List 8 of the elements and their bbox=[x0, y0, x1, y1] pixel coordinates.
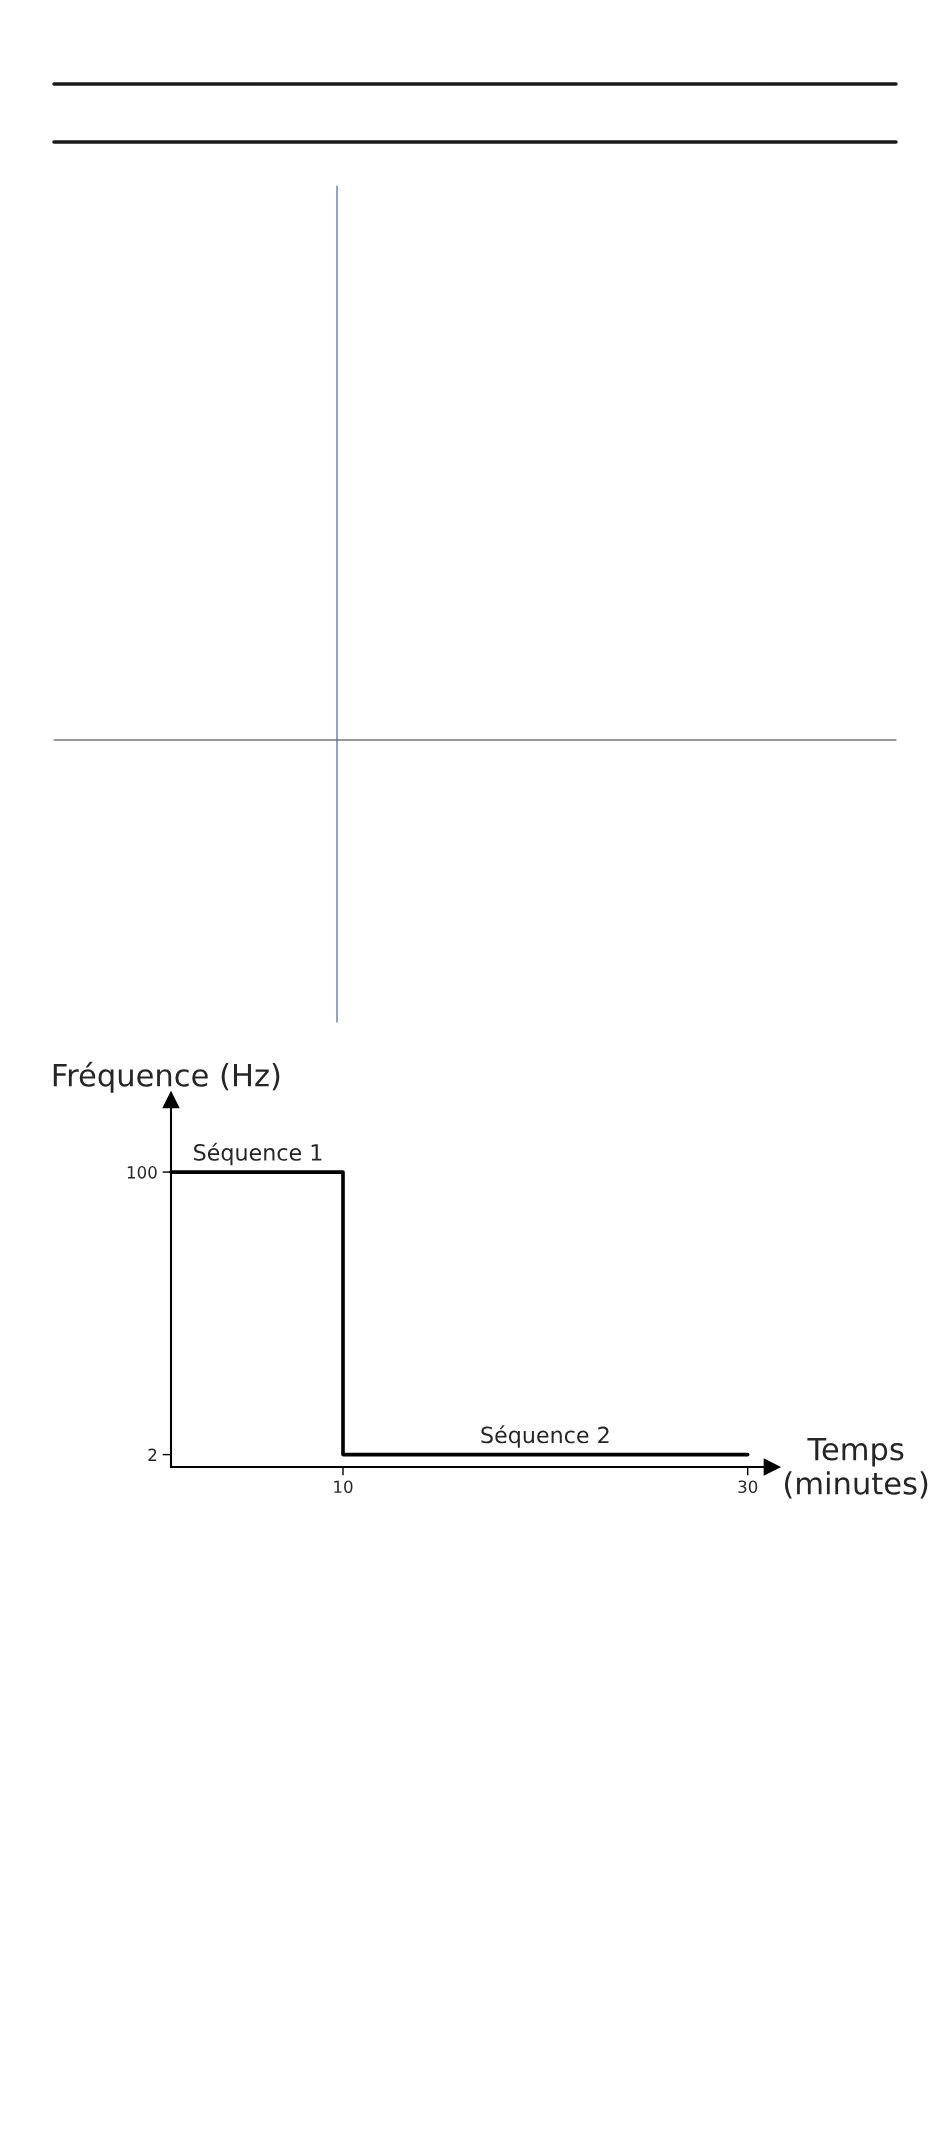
y-axis-title: Fréquence (Hz) bbox=[53, 1061, 280, 1093]
x-axis-title: Temps (minutes) bbox=[785, 1437, 928, 1499]
x-tick-label: 30 bbox=[738, 1480, 758, 1494]
annotation: Séquence 1 bbox=[194, 1142, 322, 1166]
annotation: Séquence 2 bbox=[481, 1425, 609, 1448]
y-tick-label: 100 bbox=[127, 1166, 157, 1179]
x-tick-label: 10 bbox=[334, 1480, 353, 1494]
y-tick-label: 2 bbox=[148, 1448, 157, 1461]
